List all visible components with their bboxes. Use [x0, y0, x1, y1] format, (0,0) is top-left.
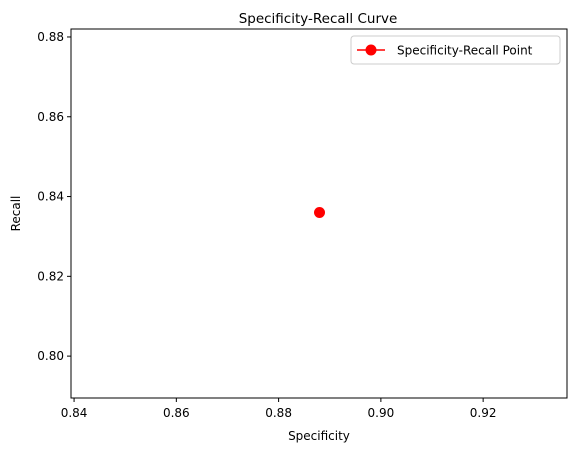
y-tick-label: 0.88: [37, 30, 64, 44]
x-tick-label: 0.88: [265, 406, 292, 420]
legend-label: Specificity-Recall Point: [397, 44, 533, 58]
chart-title: Specificity-Recall Curve: [239, 11, 398, 27]
x-tick-label: 0.90: [368, 406, 395, 420]
legend: Specificity-Recall Point: [350, 35, 561, 65]
plot-area-frame: [70, 28, 568, 399]
x-tick-label: 0.84: [61, 406, 88, 420]
y-tick-label: 0.82: [37, 269, 64, 283]
x-axis: 0.84 0.86 0.88 0.90 0.92: [61, 398, 497, 420]
legend-box: [350, 35, 561, 65]
plot-points: [314, 207, 326, 219]
y-axis: 0.80 0.82 0.84 0.86 0.88: [37, 30, 71, 363]
x-axis-label: Specificity: [288, 429, 350, 443]
data-point: [314, 207, 326, 219]
x-tick-label: 0.92: [470, 406, 497, 420]
y-tick-label: 0.86: [37, 110, 64, 124]
y-tick-label: 0.84: [37, 190, 64, 204]
legend-marker-swatch: [365, 44, 377, 56]
x-tick-label: 0.86: [163, 406, 190, 420]
y-axis-label: Recall: [9, 196, 23, 232]
y-tick-label: 0.80: [37, 349, 64, 363]
